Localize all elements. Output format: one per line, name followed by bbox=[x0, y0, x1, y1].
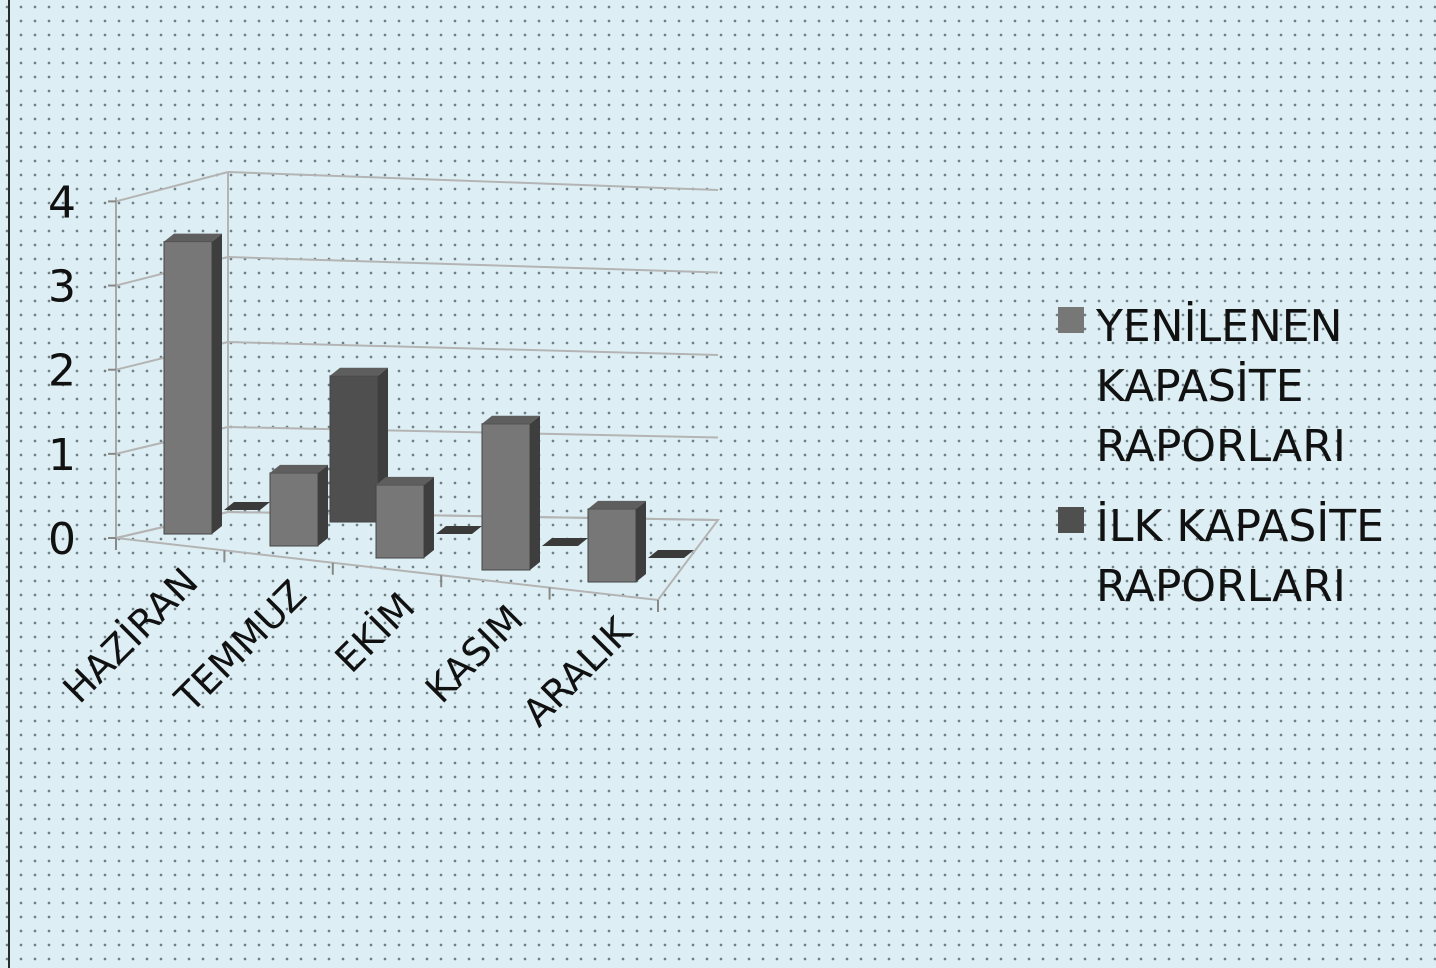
bar-series1-top bbox=[270, 464, 328, 473]
bar-series2-zero bbox=[436, 526, 482, 534]
bar-series1-top bbox=[482, 415, 540, 424]
bar-series1-side bbox=[212, 233, 222, 534]
bar-series2 bbox=[542, 538, 588, 546]
bar-series1 bbox=[587, 500, 646, 583]
gridline bbox=[227, 341, 719, 356]
bar-series1 bbox=[269, 464, 328, 547]
bar-series1-top bbox=[588, 500, 646, 509]
bar-series1 bbox=[375, 476, 434, 559]
gridline bbox=[227, 426, 719, 439]
bar-series1-front bbox=[481, 423, 531, 571]
legend-label: YENİLENEN KAPASİTE RAPORLARI bbox=[1095, 300, 1346, 472]
bar-series1-top bbox=[376, 476, 434, 485]
gridline bbox=[115, 171, 229, 203]
bar-series2 bbox=[436, 526, 482, 534]
x-category-label: KASIM bbox=[417, 597, 532, 712]
bar-series1 bbox=[163, 233, 222, 535]
bar-series1-top bbox=[164, 233, 222, 242]
chart-legend: YENİLENEN KAPASİTE RAPORLARI İLK KAPASİTE RA… bbox=[1058, 300, 1384, 612]
bar-series2 bbox=[224, 502, 270, 510]
bar-series2-front bbox=[329, 375, 379, 523]
y-tick-label: 1 bbox=[48, 430, 76, 481]
x-category-label: ARALIK bbox=[514, 608, 641, 735]
y-tick-label: 0 bbox=[48, 514, 76, 565]
bar-series2 bbox=[648, 550, 694, 558]
bar-series1-side bbox=[636, 500, 646, 582]
bar-series1-front bbox=[269, 472, 319, 547]
bar-series1-front bbox=[587, 508, 637, 583]
legend-label: İLK KAPASİTE RAPORLARI bbox=[1096, 500, 1384, 612]
chart-bars bbox=[163, 233, 694, 583]
bar-series1-side bbox=[424, 476, 434, 558]
legend-swatch bbox=[1058, 507, 1084, 533]
x-category-label: EKİM bbox=[327, 584, 424, 681]
bar-series2 bbox=[329, 367, 388, 523]
bar-series1-front bbox=[163, 241, 213, 535]
bar-series2-zero bbox=[648, 550, 694, 558]
chart-frame bbox=[8, 0, 1436, 968]
bar-series1 bbox=[481, 415, 540, 571]
bar-series2-zero bbox=[542, 538, 588, 546]
y-tick-label: 2 bbox=[48, 346, 76, 397]
y-tick-label: 3 bbox=[48, 262, 76, 313]
gridline bbox=[227, 256, 719, 274]
bar-series2-zero bbox=[224, 502, 270, 510]
bar-series1-front bbox=[375, 484, 425, 559]
y-tick-label: 4 bbox=[48, 177, 76, 228]
bar-series1-side bbox=[318, 464, 328, 546]
bar-series2-top bbox=[330, 367, 388, 376]
bar-series1-side bbox=[530, 415, 540, 570]
gridline bbox=[227, 171, 719, 191]
legend-swatch bbox=[1058, 307, 1084, 333]
